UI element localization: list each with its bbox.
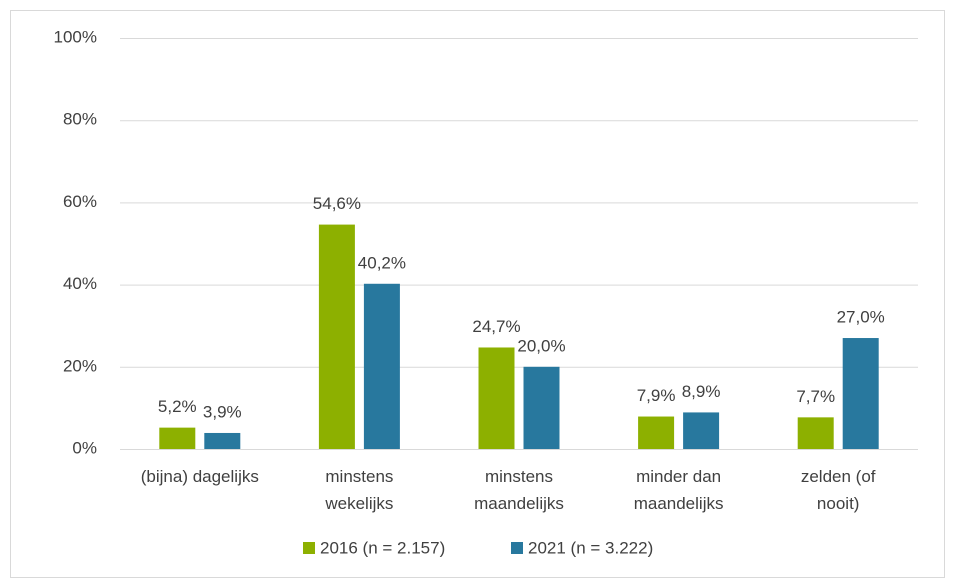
y-tick-label: 40% [63, 274, 97, 293]
data-label: 54,6% [313, 194, 361, 213]
data-label: 5,2% [158, 397, 197, 416]
bar [842, 338, 879, 449]
data-label: 20,0% [517, 336, 565, 355]
y-tick-label: 60% [63, 192, 97, 211]
data-label: 27,0% [837, 308, 885, 327]
x-tick-label: minder dan maandelijks [633, 467, 724, 513]
y-tick-label: 0% [72, 438, 97, 457]
y-tick-label: 80% [63, 110, 97, 129]
x-tick-label: minstens wekelijks [325, 467, 394, 513]
bar [478, 347, 515, 449]
bar [523, 366, 560, 449]
bar [318, 224, 355, 449]
bar [204, 432, 241, 449]
chart-border [10, 10, 945, 578]
data-label: 24,7% [472, 317, 520, 336]
x-tick-label: zelden (of nooit) [800, 467, 876, 513]
y-tick-label: 100% [54, 27, 97, 46]
data-label: 7,9% [637, 386, 676, 405]
bar [638, 416, 675, 449]
data-label: 3,9% [203, 402, 242, 421]
y-tick-label: 20% [63, 356, 97, 375]
data-label: 8,9% [682, 382, 721, 401]
legend-label: 2016 (n = 2.157) [320, 538, 445, 557]
data-label: 7,7% [796, 387, 835, 406]
bar [363, 283, 400, 449]
bar [797, 417, 834, 449]
data-label: 40,2% [358, 253, 406, 272]
bar [683, 412, 720, 449]
legend-label: 2021 (n = 3.222) [528, 538, 653, 557]
x-tick-label: (bijna) dagelijks [140, 467, 259, 486]
legend-swatch [303, 542, 315, 554]
x-tick-label: minstens maandelijks [474, 467, 564, 513]
bar [159, 427, 196, 449]
legend-swatch [511, 542, 523, 554]
